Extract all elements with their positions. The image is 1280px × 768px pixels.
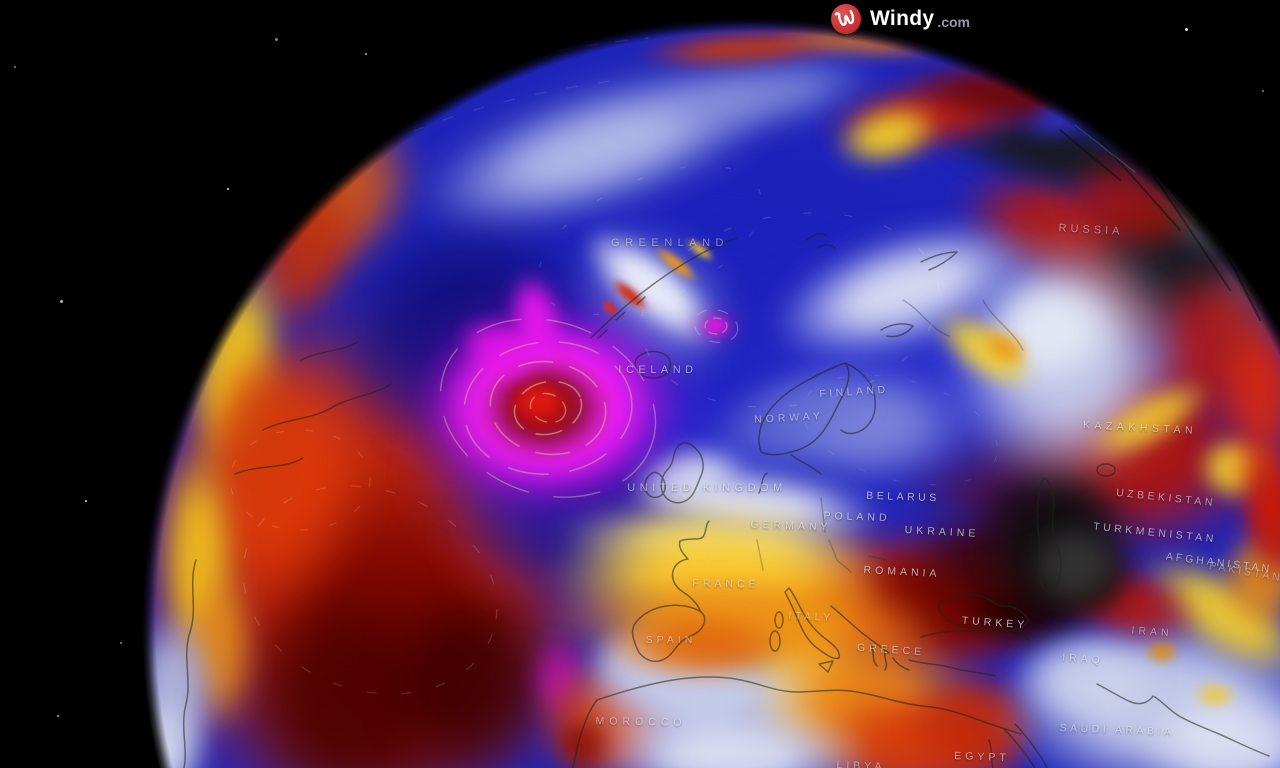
star — [85, 500, 87, 502]
star — [14, 66, 16, 68]
windy-logo[interactable]: Windy .com — [831, 2, 970, 36]
logo-brand-text: Windy — [870, 7, 935, 30]
star — [365, 53, 367, 55]
star — [1262, 90, 1264, 92]
logo-tld-text: .com — [937, 14, 970, 30]
star — [227, 188, 229, 190]
windy-swirl-icon — [831, 4, 861, 34]
star — [275, 38, 278, 41]
star — [1185, 28, 1188, 31]
star — [57, 715, 59, 717]
star — [60, 300, 63, 303]
star — [120, 642, 122, 644]
